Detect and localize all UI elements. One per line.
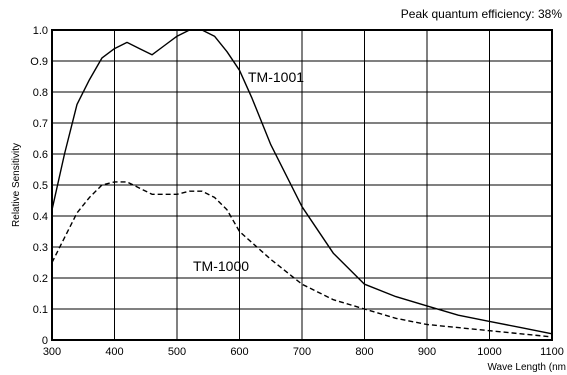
x-tick-label: 800 xyxy=(355,346,373,358)
y-tick-label: O.9 xyxy=(30,56,48,68)
y-tick-label: 0.3 xyxy=(33,242,48,254)
x-tick-label: 500 xyxy=(168,346,186,358)
y-axis-label: Relative Sensitivity xyxy=(11,143,22,227)
x-tick-label: 700 xyxy=(293,346,311,358)
x-tick-label: 600 xyxy=(230,346,248,358)
plot-frame xyxy=(51,29,553,341)
y-tick-label: 0.1 xyxy=(33,304,48,316)
y-tick-label: 0.8 xyxy=(33,87,48,99)
grid xyxy=(51,29,553,341)
x-axis-label: Wave Length (nm xyxy=(487,362,566,373)
x-tick-label: 400 xyxy=(105,346,123,358)
x-tick-label: 300 xyxy=(43,346,61,358)
y-tick-label: 0.5 xyxy=(33,180,48,192)
y-tick-label: 0.6 xyxy=(33,149,48,161)
series-labels: TM-1001 TM-1000 xyxy=(193,69,304,274)
series-line-tm-1000 xyxy=(51,181,553,338)
x-tick-label: 1100 xyxy=(540,346,564,358)
y-tick-label: 0 xyxy=(42,335,48,347)
peak-efficiency-note: Peak quantum efficiency: 38% xyxy=(401,7,563,21)
x-tick-label: 1000 xyxy=(477,346,501,358)
y-tick-label: 1.0 xyxy=(33,25,48,37)
y-tick-label: 0.2 xyxy=(33,273,48,285)
y-tick-labels: 0 0.1 0.2 0.3 0.4 0.5 0.6 0.7 0.8 O.9 1.0 xyxy=(30,25,48,347)
x-tick-labels: 300 400 500 600 700 800 900 1000 1100 xyxy=(43,346,564,358)
series-label: TM-1001 xyxy=(248,69,304,85)
series-line-tm-1001 xyxy=(51,29,553,335)
y-tick-label: 0.7 xyxy=(33,118,48,130)
series-group xyxy=(51,29,553,338)
series-label: TM-1000 xyxy=(193,258,249,274)
x-tick-label: 900 xyxy=(418,346,436,358)
y-tick-label: 0.4 xyxy=(33,211,48,223)
